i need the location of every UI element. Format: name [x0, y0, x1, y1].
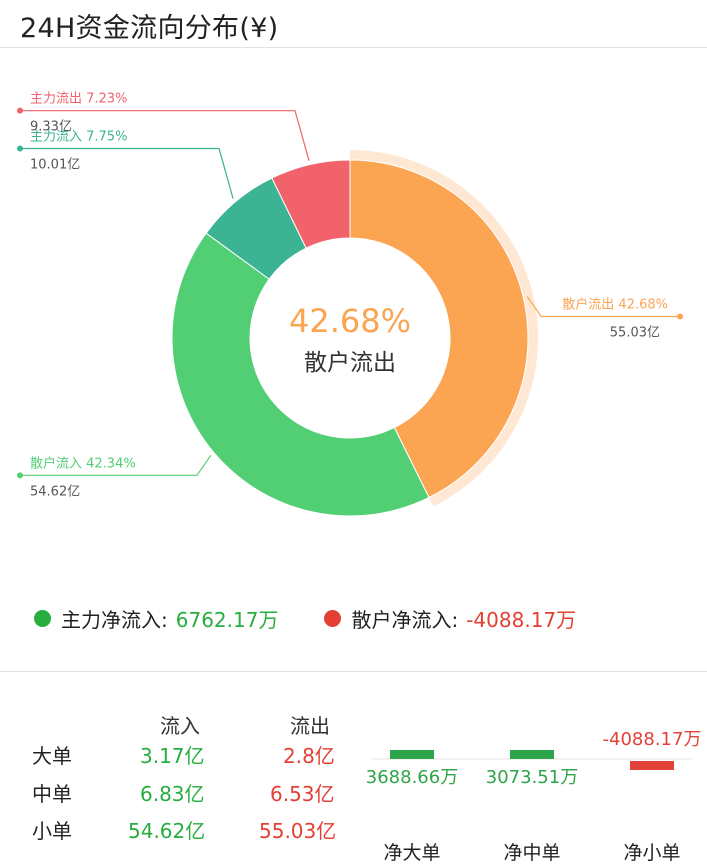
- page-title: 24H资金流向分布(¥): [20, 13, 279, 44]
- net-bar-value-1: 3073.51万: [486, 767, 578, 788]
- small-out-value: 55.03亿: [259, 819, 337, 843]
- retail-legend-dot: [324, 610, 342, 627]
- callout-line-0: [526, 296, 680, 318]
- callout-dot-3: [17, 107, 23, 114]
- callout-amount-2: 10.01亿: [30, 158, 80, 173]
- legend: 主力净流入: 6762.17万 散户净流入: -4088.17万: [34, 604, 576, 633]
- row-label-small: 小单: [32, 819, 72, 843]
- callout-dot-0: [677, 313, 683, 320]
- title-divider: [0, 47, 707, 48]
- callout-label-3: 主力流出 7.23%: [30, 92, 127, 107]
- callout-dot-2: [17, 145, 23, 152]
- section-divider: [0, 671, 707, 672]
- callout-amount-1: 54.62亿: [30, 484, 80, 499]
- retail-net-inflow-label: 散户净流入:: [351, 608, 459, 632]
- col-header-in: 流入: [160, 714, 200, 738]
- callout-label-2: 主力流入 7.75%: [30, 130, 127, 145]
- callout-amount-0: 55.03亿: [610, 326, 660, 341]
- net-bar-0: [390, 750, 434, 759]
- small-in-value: 54.62亿: [128, 819, 206, 843]
- callout-line-3: [20, 110, 310, 161]
- medium-out-value: 6.53亿: [270, 782, 335, 806]
- donut-slice-3[interactable]: [271, 159, 351, 249]
- col-header-out: 流出: [290, 714, 330, 738]
- callout-label-1: 散户流入 42.34%: [30, 455, 136, 471]
- main-net-inflow-value: 6762.17万: [175, 608, 279, 632]
- large-out-value: 2.8亿: [283, 744, 335, 768]
- callout-dot-1: [17, 472, 23, 479]
- center-label: 散户流出: [304, 350, 396, 376]
- center-value: 42.68%: [289, 302, 411, 340]
- net-bar-category-2: 净小单: [623, 842, 680, 864]
- callout-line-2: [20, 147, 234, 199]
- large-in-value: 3.17亿: [140, 744, 205, 768]
- net-bar-category-1: 净中单: [503, 842, 560, 864]
- retail-net-inflow-value: -4088.17万: [466, 608, 577, 632]
- net-bar-2: [630, 761, 674, 770]
- callout-line-1: [20, 454, 212, 476]
- main-net-inflow-label: 主力净流入:: [61, 608, 168, 632]
- callout-label-0: 散户流出 42.68%: [562, 297, 668, 313]
- net-bar-value-0: 3688.66万: [366, 767, 458, 788]
- donut-slice-0[interactable]: [349, 159, 529, 499]
- net-bar-value-2: -4088.17万: [603, 729, 702, 750]
- row-label-medium: 中单: [32, 782, 72, 806]
- net-bar-1: [510, 750, 554, 759]
- main-legend-dot: [34, 610, 51, 627]
- row-label-large: 大单: [32, 744, 72, 768]
- donut-slice-1[interactable]: [171, 232, 430, 517]
- callout-amount-3: 9.33亿: [30, 120, 72, 135]
- medium-in-value: 6.83亿: [140, 782, 205, 806]
- net-bar-category-0: 净大单: [383, 842, 440, 864]
